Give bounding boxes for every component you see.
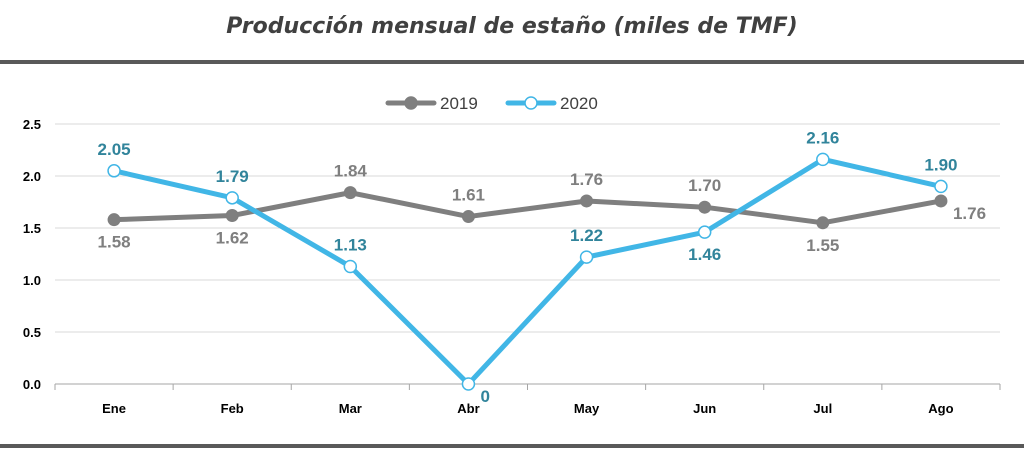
data-label-2019: 1.55	[806, 236, 839, 255]
data-label-2019: 1.61	[452, 186, 485, 205]
x-tick-label: Abr	[457, 401, 479, 416]
x-tick-label: Ene	[102, 401, 126, 416]
x-tick-label: Jun	[693, 401, 716, 416]
data-label-2020: 1.46	[688, 245, 721, 264]
data-label-2020: 1.90	[924, 155, 957, 174]
data-label-2020: 2.16	[806, 128, 839, 147]
data-point-2020	[225, 191, 239, 205]
data-label-2019: 1.70	[688, 176, 721, 195]
data-point-2019	[934, 194, 948, 208]
legend-marker-2019	[404, 96, 418, 110]
data-point-2020	[697, 225, 712, 239]
bottom-rule	[0, 444, 1024, 448]
x-tick-label: May	[574, 401, 600, 416]
top-rule	[0, 60, 1024, 64]
data-point-2019	[461, 210, 475, 224]
data-point-2019	[343, 186, 357, 200]
data-point-2019	[580, 194, 594, 208]
data-label-2020: 1.22	[570, 226, 603, 245]
x-tick-label: Feb	[221, 401, 244, 416]
data-point-2020	[343, 259, 358, 274]
y-tick-label: 1.0	[23, 273, 41, 288]
legend-label-2019: 2019	[440, 94, 478, 113]
x-tick-label: Jul	[813, 401, 832, 416]
x-tick-label: Ago	[928, 401, 953, 416]
data-label-2019: 1.76	[570, 170, 603, 189]
data-point-2020	[107, 164, 121, 178]
data-label-2020: 1.79	[216, 167, 249, 186]
data-point-2020	[579, 250, 594, 264]
data-point-2019	[225, 209, 239, 223]
data-point-2020	[816, 152, 830, 167]
legend-label-2020: 2020	[560, 94, 598, 113]
data-label-2020: 1.13	[334, 235, 367, 254]
data-point-2019	[816, 216, 830, 230]
y-tick-label: 0.0	[23, 377, 41, 392]
data-point-2020	[934, 179, 948, 194]
data-label-2019: 1.84	[334, 162, 368, 181]
series-line-2020	[111, 156, 944, 387]
y-tick-label: 1.5	[23, 221, 41, 236]
data-label-2020: 2.05	[98, 140, 131, 159]
y-tick-label: 2.0	[23, 169, 41, 184]
chart-title: Producción mensual de estaño (miles de T…	[226, 14, 798, 39]
data-point-2020	[461, 377, 476, 391]
data-label-2019: 1.62	[216, 229, 249, 248]
y-tick-label: 0.5	[23, 325, 41, 340]
data-point-2019	[698, 200, 712, 214]
legend-marker-2020	[524, 96, 538, 110]
x-tick-label: Mar	[339, 401, 362, 416]
data-label-2019: 1.58	[98, 233, 131, 252]
data-point-2019	[107, 213, 121, 227]
y-tick-label: 2.5	[23, 117, 41, 132]
data-label-2019: 1.76	[953, 204, 986, 223]
data-label-2020: 0	[480, 387, 489, 406]
